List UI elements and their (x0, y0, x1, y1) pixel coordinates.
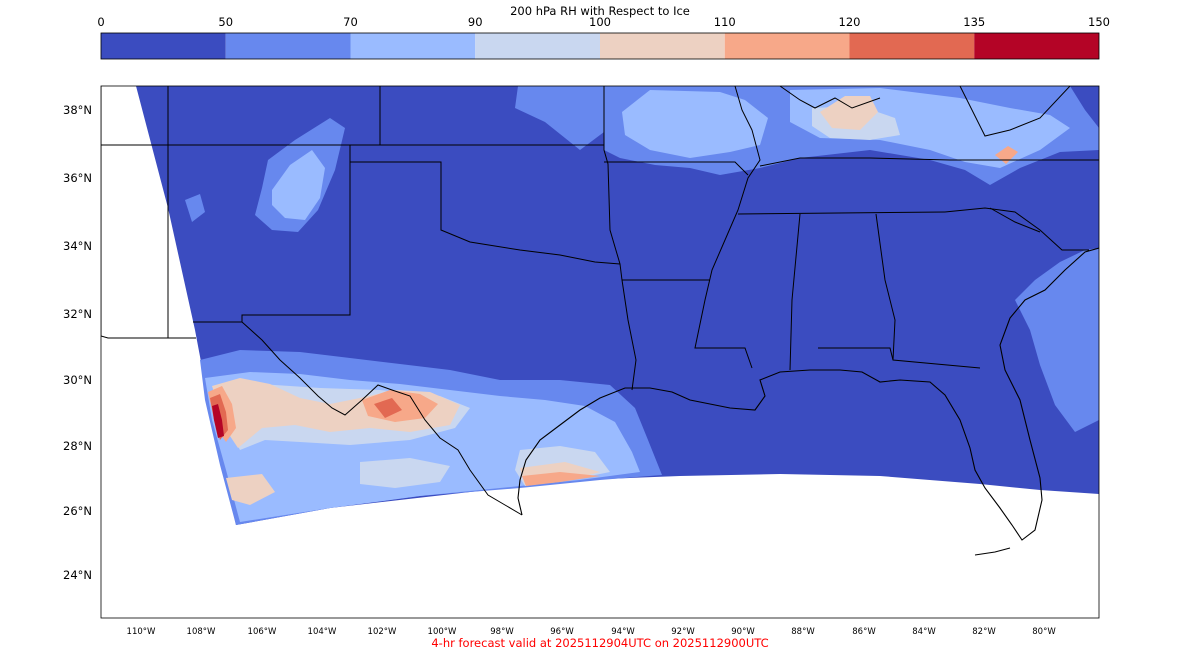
colorbar: 0 50 70 90 100 110 120 135 150 (97, 15, 1110, 60)
boundary-ok-panhandle (349, 145, 621, 265)
boundary-tx-mexico (193, 321, 523, 516)
contour-band-50-70 (185, 194, 205, 222)
forecast-caption: 4-hr forecast valid at 2025112904UTC on … (431, 636, 769, 650)
longitude-labels: 110°W 108°W 106°W 104°W 102°W 100°W 98°W… (127, 627, 1057, 637)
coastlines (517, 247, 1099, 556)
boundary-ms-al (789, 213, 801, 371)
boundary-al-ga (875, 213, 896, 361)
map-panel (101, 86, 1099, 556)
lon-label-94: 94°W (611, 627, 635, 637)
boundary-ky-north (779, 86, 881, 109)
colorbar-tick-7: 135 (963, 15, 985, 29)
contour-band-100-110 (226, 474, 275, 505)
boundary-nm-tx (241, 162, 351, 322)
boundary-nc-sc (989, 207, 1041, 233)
lon-label-96: 96°W (550, 627, 574, 637)
lon-label-104: 104°W (308, 627, 337, 637)
colorbar-tick-4: 100 (589, 15, 611, 29)
political-boundaries (101, 86, 1099, 516)
lon-label-110: 110°W (127, 627, 156, 637)
lon-label-86: 86°W (852, 627, 876, 637)
lat-label-34: 34°N (63, 239, 92, 253)
boundary-ar-la (621, 279, 637, 391)
lon-label-98: 98°W (490, 627, 514, 637)
contour-band-100-110 (820, 96, 878, 130)
colorbar-title: 200 hPa RH with Respect to Ice (510, 4, 690, 18)
colorbar-segment-7 (974, 33, 1099, 59)
lon-label-90: 90°W (731, 627, 755, 637)
contour-band-110-120 (362, 390, 438, 422)
map-frame (100, 85, 1100, 619)
lat-label-38: 38°N (63, 103, 92, 117)
colorbar-segment-3 (475, 33, 600, 59)
colorbar-tick-1: 50 (218, 15, 233, 29)
contour-band-70-90 (622, 90, 768, 158)
lon-label-106: 106°W (248, 627, 277, 637)
lat-label-30: 30°N (63, 373, 92, 387)
colorbar-tick-6: 120 (839, 15, 861, 29)
boundary-ky-tn (759, 157, 1099, 167)
lon-label-100: 100°W (428, 627, 457, 637)
colorbar-segment-1 (225, 33, 351, 59)
boundary-tn-south (737, 211, 946, 215)
colorbar-tick-3: 90 (468, 15, 483, 29)
colorbar-segment-2 (350, 33, 476, 59)
coast-gulf-texas (517, 247, 1099, 541)
lon-label-102: 102°W (368, 627, 397, 637)
contour-band-120-135 (374, 398, 402, 418)
coast-florida-keys (974, 547, 1011, 556)
lat-label-32: 32°N (63, 307, 92, 321)
lon-label-92: 92°W (671, 627, 695, 637)
contour-band-50-70 (515, 86, 604, 150)
colorbar-segment-4 (600, 33, 725, 59)
colorbar-segment-5 (724, 33, 850, 59)
boundary-ky-wv (959, 86, 1071, 137)
contour-band-135-150 (212, 404, 224, 438)
colorbar-tick-2: 70 (343, 15, 358, 29)
lat-label-24: 24°N (63, 568, 92, 582)
boundary-mississippi-river (694, 86, 761, 369)
boundary-fl-al-ga (818, 347, 981, 369)
boundary-az-west (101, 86, 168, 339)
boundary-mo-ar (604, 161, 749, 176)
contour-band-110-120 (522, 472, 600, 486)
contour-band-70-90 (272, 150, 325, 220)
lon-label-84: 84°W (912, 627, 936, 637)
lon-label-82: 82°W (972, 627, 996, 637)
colorbar-frame (100, 32, 1100, 60)
lon-label-80: 80°W (1032, 627, 1056, 637)
boundary-ga-sc (944, 207, 1089, 251)
contour-band-90-100 (360, 458, 450, 488)
lon-label-108: 108°W (187, 627, 216, 637)
lat-label-28: 28°N (63, 439, 92, 453)
lon-label-88: 88°W (791, 627, 815, 637)
colorbar-tick-0: 0 (97, 15, 104, 29)
lat-label-26: 26°N (63, 504, 92, 518)
lat-label-36: 36°N (63, 171, 92, 185)
colorbar-segment-6 (849, 33, 975, 59)
colorbar-tick-8: 150 (1088, 15, 1110, 29)
colorbar-tick-5: 110 (714, 15, 736, 29)
latitude-labels: 38°N 36°N 34°N 32°N 30°N 28°N 26°N 24°N (63, 103, 92, 582)
colorbar-segment-0 (101, 33, 226, 59)
